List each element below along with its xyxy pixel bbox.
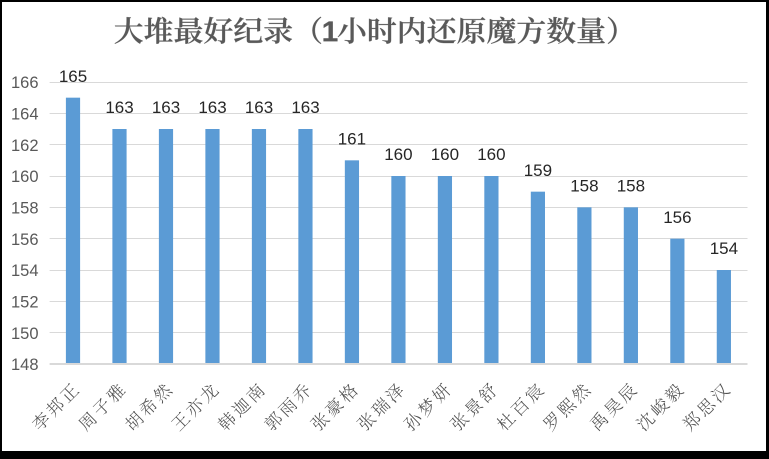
svg-text:164: 164: [11, 106, 39, 124]
svg-text:156: 156: [11, 231, 39, 249]
svg-text:163: 163: [105, 98, 133, 117]
svg-text:148: 148: [11, 356, 39, 374]
svg-text:162: 162: [11, 137, 39, 155]
svg-text:158: 158: [570, 176, 598, 195]
svg-text:158: 158: [11, 200, 39, 218]
svg-text:156: 156: [663, 208, 691, 227]
svg-text:150: 150: [11, 325, 39, 343]
svg-text:163: 163: [152, 98, 180, 117]
svg-text:160: 160: [477, 145, 505, 164]
svg-text:163: 163: [245, 98, 273, 117]
svg-text:163: 163: [198, 98, 226, 117]
svg-text:158: 158: [617, 176, 645, 195]
svg-text:154: 154: [11, 262, 39, 280]
svg-text:165: 165: [59, 67, 87, 86]
svg-text:166: 166: [11, 74, 39, 92]
svg-text:160: 160: [384, 145, 412, 164]
svg-text:154: 154: [710, 239, 738, 258]
svg-text:161: 161: [338, 129, 366, 148]
svg-text:159: 159: [524, 161, 552, 180]
svg-text:160: 160: [11, 168, 39, 186]
svg-text:160: 160: [431, 145, 459, 164]
svg-text:163: 163: [291, 98, 319, 117]
svg-text:152: 152: [11, 294, 39, 312]
